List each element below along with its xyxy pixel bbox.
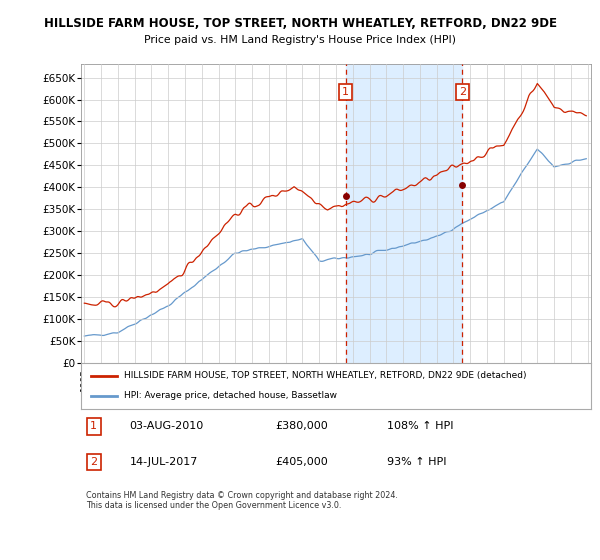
Text: Contains HM Land Registry data © Crown copyright and database right 2024.
This d: Contains HM Land Registry data © Crown c… [86,491,398,510]
Text: 1: 1 [90,422,97,431]
Text: £380,000: £380,000 [275,422,328,431]
Text: 2: 2 [90,457,97,467]
Text: 108% ↑ HPI: 108% ↑ HPI [387,422,454,431]
Text: 93% ↑ HPI: 93% ↑ HPI [387,457,446,467]
Text: 2: 2 [459,87,466,97]
Text: £405,000: £405,000 [275,457,328,467]
Text: Price paid vs. HM Land Registry's House Price Index (HPI): Price paid vs. HM Land Registry's House … [144,35,456,45]
Text: HILLSIDE FARM HOUSE, TOP STREET, NORTH WHEATLEY, RETFORD, DN22 9DE (detached): HILLSIDE FARM HOUSE, TOP STREET, NORTH W… [124,371,527,380]
Text: 03-AUG-2010: 03-AUG-2010 [130,422,204,431]
Text: 14-JUL-2017: 14-JUL-2017 [130,457,198,467]
Bar [346,64,463,363]
Text: HILLSIDE FARM HOUSE, TOP STREET, NORTH WHEATLEY, RETFORD, DN22 9DE: HILLSIDE FARM HOUSE, TOP STREET, NORTH W… [44,17,557,30]
Text: 1: 1 [342,87,349,97]
Text: HPI: Average price, detached house, Bassetlaw: HPI: Average price, detached house, Bass… [124,391,337,400]
